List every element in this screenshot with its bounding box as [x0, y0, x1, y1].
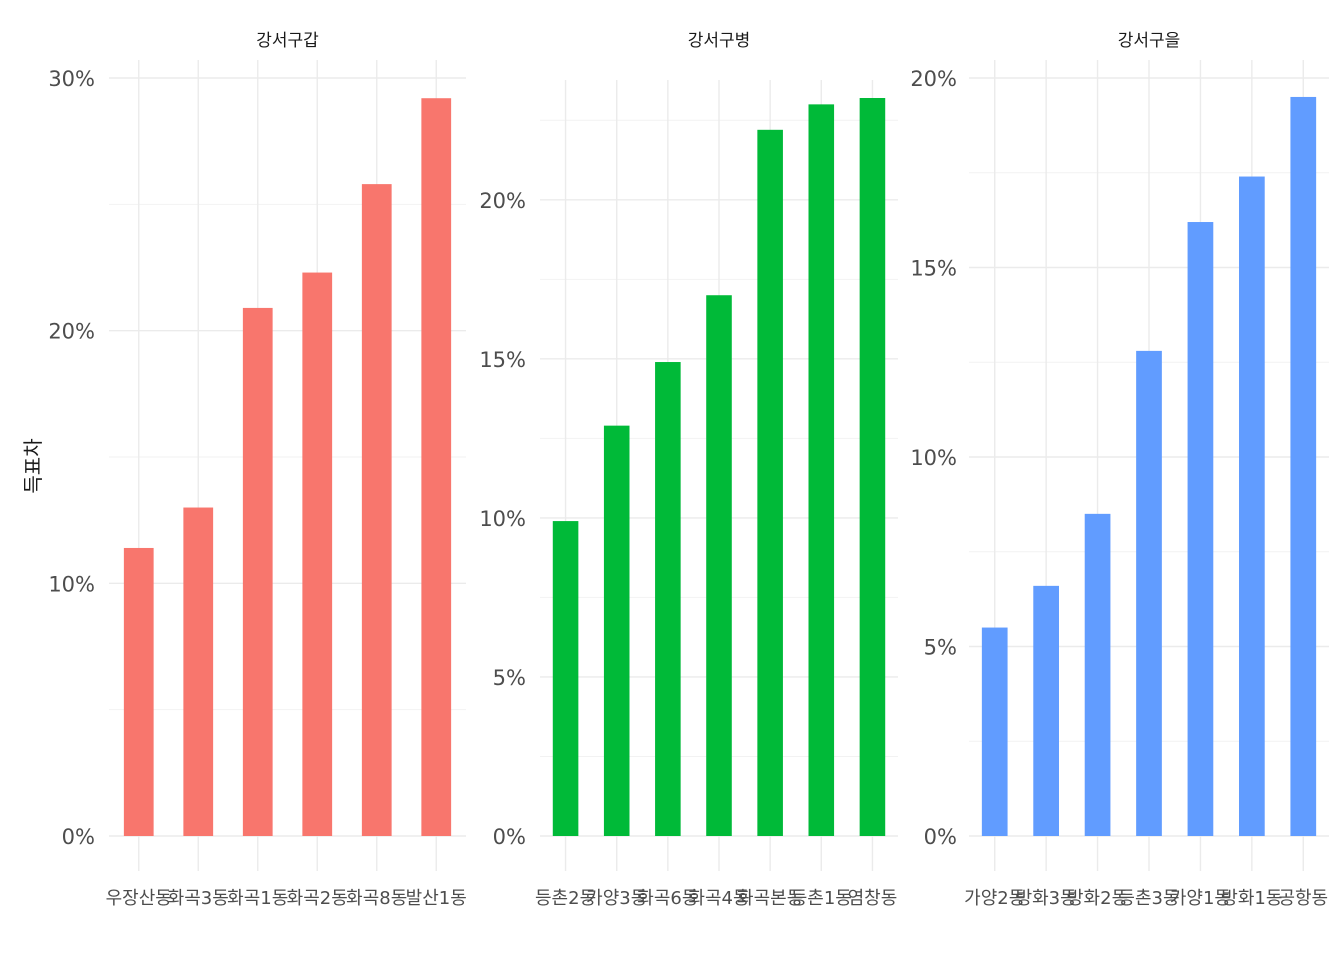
x-tick-label: 가양1동	[1170, 888, 1231, 909]
bar	[859, 98, 886, 836]
bar	[1136, 350, 1162, 836]
bar	[183, 507, 214, 836]
y-tick-label: 30%	[48, 67, 95, 91]
y-tick-label: 10%	[479, 507, 526, 531]
y-tick-label: 0%	[924, 825, 957, 849]
bar	[552, 521, 579, 836]
bar	[706, 295, 732, 837]
x-tick-label: 등촌1동	[791, 888, 852, 909]
x-tick-label: 화곡1동	[227, 888, 288, 909]
x-tick-label: 화곡3동	[168, 888, 229, 909]
y-tick-label: 20%	[910, 67, 957, 91]
bar	[242, 307, 273, 837]
facet-panel-3: 0% 5% 10% 15% 20% 가양2동방화3동방화2동등촌3동가양1동방화1동공항동…	[910, 31, 1329, 909]
bar	[808, 104, 835, 837]
y-tick-label: 0%	[493, 825, 526, 849]
gridlines	[109, 60, 466, 871]
x-tick-label: 화곡2동	[287, 888, 348, 909]
bar	[1239, 176, 1265, 837]
bars	[123, 98, 452, 837]
x-tick-label: 화곡본동	[737, 888, 803, 909]
facet-title: 강서구갑	[256, 31, 319, 51]
bar	[1290, 96, 1317, 836]
bars	[552, 98, 886, 837]
bar	[302, 272, 333, 836]
x-tick-label: 등촌2동	[535, 888, 596, 909]
facet-panel-2: 0% 5% 10% 15% 20% 등촌2동가양3동화곡6동화곡4동화곡본동등촌1동염창동…	[479, 31, 898, 909]
x-tick-label: 화곡4동	[688, 888, 749, 909]
facet-title: 강서구을	[1118, 31, 1181, 51]
x-tick-label: 가양2동	[964, 888, 1025, 909]
x-tick-label: 방화3동	[1016, 888, 1077, 909]
x-tick-label: 발산1동	[406, 888, 467, 909]
x-tick-label: 염창동	[848, 888, 898, 909]
bar	[361, 184, 392, 836]
bar	[1033, 585, 1059, 836]
y-axis-title: 득표차	[21, 438, 45, 493]
bar	[655, 362, 681, 836]
x-tick-label: 화곡8동	[346, 888, 407, 909]
bar	[757, 129, 783, 836]
x-tick-label: 등촌3동	[1118, 888, 1179, 909]
y-tick-label: 20%	[48, 320, 95, 344]
facet-title: 강서구병	[688, 31, 751, 51]
y-tick-label: 10%	[910, 446, 957, 470]
x-tick-label: 가양3동	[586, 888, 647, 909]
y-tick-label: 0%	[62, 825, 95, 849]
y-tick-label: 10%	[48, 572, 95, 596]
bar	[421, 98, 452, 837]
facet-panels: 0%10%20%30%우장산동화곡3동화곡1동화곡2동화곡8동발산1동강서구갑0…	[48, 31, 1329, 909]
x-tick-label: 방화1동	[1221, 888, 1282, 909]
bar	[603, 425, 630, 836]
y-tick-label: 20%	[479, 189, 526, 213]
bar	[1084, 513, 1111, 836]
x-tick-label: 우장산동	[106, 888, 172, 909]
x-tick-label: 방화2동	[1067, 888, 1128, 909]
bars	[981, 96, 1317, 837]
y-tick-label: 15%	[910, 257, 957, 281]
x-tick-label: 화곡6동	[637, 888, 698, 909]
bar	[1187, 222, 1214, 836]
bar	[123, 547, 154, 836]
x-tick-label: 공항동	[1278, 888, 1328, 909]
y-tick-label: 5%	[493, 666, 526, 690]
y-tick-label: 15%	[479, 348, 526, 372]
y-tick-label: 5%	[924, 636, 957, 660]
bar	[981, 627, 1008, 836]
